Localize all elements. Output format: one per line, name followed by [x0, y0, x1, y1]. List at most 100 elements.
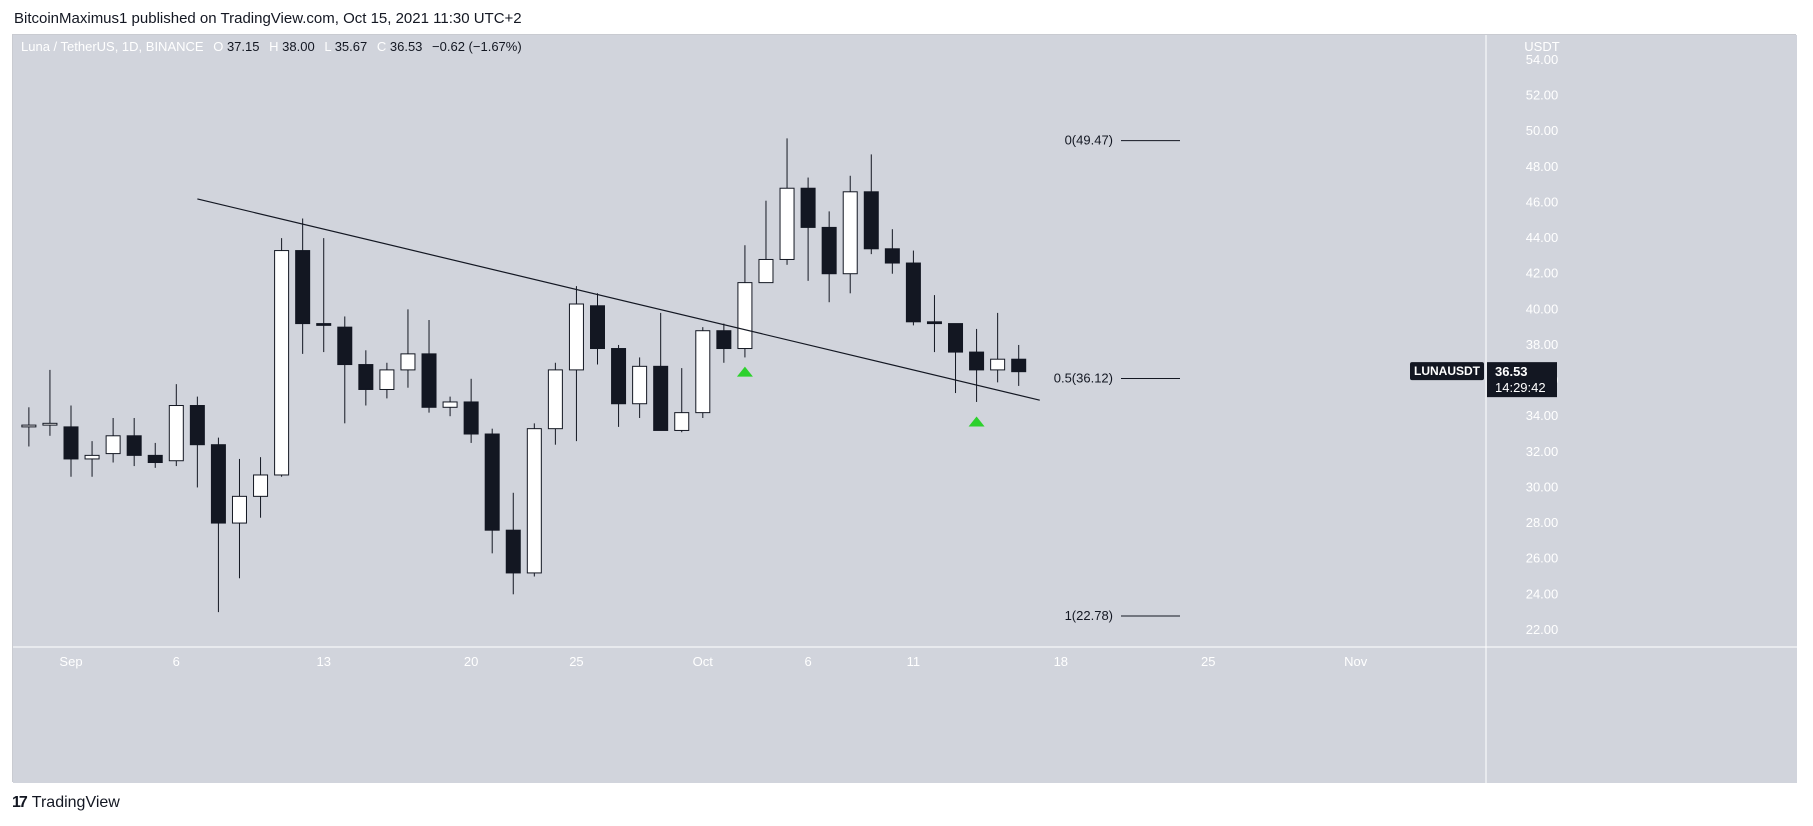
- candle: [189, 396, 205, 488]
- x-tick-label: 11: [907, 654, 921, 669]
- candle: [969, 328, 985, 402]
- bull-candle-body: [42, 422, 58, 426]
- bull-candle-body: [695, 330, 711, 414]
- x-tick-labels: Sep 6 13 20 25 Oct 6 11 18 25 Nov: [59, 654, 1367, 669]
- y-tick-label: 26.00: [1526, 551, 1559, 566]
- bear-candle-body: [210, 444, 226, 524]
- bear-candle-body: [716, 330, 732, 350]
- candle: [42, 369, 58, 436]
- candle: [253, 457, 269, 518]
- candle: [547, 362, 563, 445]
- bull-candle-body: [526, 428, 542, 574]
- candle: [526, 423, 542, 577]
- bull-candle-body: [274, 250, 290, 476]
- y-tick-label: 30.00: [1526, 479, 1559, 494]
- candle: [905, 250, 921, 326]
- bear-candle-body: [316, 323, 332, 326]
- y-tick-label: 54.00: [1526, 52, 1559, 67]
- candle: [863, 154, 879, 255]
- bear-candle-body: [905, 262, 921, 323]
- price-badge: LUNAUSDT 36.53 14:29:42: [1410, 362, 1557, 398]
- x-tick-label: 6: [804, 654, 811, 669]
- candle: [842, 175, 858, 294]
- candle: [337, 316, 353, 424]
- y-tick-label: 50.00: [1526, 123, 1559, 138]
- candle: [400, 309, 416, 388]
- bull-candle-body: [253, 474, 269, 497]
- bull-candle-body: [568, 303, 584, 371]
- bear-candle-body: [358, 364, 374, 390]
- y-tick-label: 24.00: [1526, 586, 1559, 601]
- candle: [105, 417, 121, 463]
- price-badge-value: 36.53: [1495, 364, 1528, 379]
- chart-frame[interactable]: USDT 54.00 52.00 50.00 48.00 46.00 44.00 42.00…: [12, 34, 1797, 783]
- bear-candle-body: [421, 353, 437, 408]
- candle: [800, 177, 816, 281]
- candle: [442, 396, 458, 417]
- candle: [779, 138, 795, 265]
- bull-candle-body: [84, 454, 100, 460]
- x-tick-label: 6: [173, 654, 180, 669]
- bear-candle-body: [126, 435, 142, 456]
- legend-change: −0.62 (−1.67%): [432, 39, 522, 54]
- x-tick-label: 25: [1201, 654, 1215, 669]
- bear-candle-body: [969, 351, 985, 371]
- legend-h-key: H: [269, 39, 278, 54]
- x-tick-label: 20: [464, 654, 478, 669]
- footer-brand: TradingView: [31, 794, 120, 811]
- y-tick-label: 44.00: [1526, 230, 1559, 245]
- fib-levels: 0(49.47) 0.5(36.12) 1(22.78): [1054, 133, 1180, 623]
- candle: [484, 428, 500, 554]
- trendline[interactable]: [197, 198, 1040, 401]
- y-tick-label: 42.00: [1526, 266, 1559, 281]
- candle: [590, 293, 605, 365]
- bull-candle-body: [779, 187, 795, 260]
- bear-candle-body: [884, 248, 900, 264]
- y-tick-label: 40.00: [1526, 301, 1559, 316]
- legend-h-val: 38.00: [282, 39, 315, 54]
- legend: Luna / TetherUS, 1D, BINANCE O 37.15 H 3…: [21, 39, 522, 54]
- candle: [231, 458, 247, 579]
- candle: [948, 323, 964, 394]
- candle: [168, 384, 184, 467]
- legend-c-key: C: [377, 39, 386, 54]
- bear-candle-body: [337, 326, 353, 366]
- candle: [568, 286, 584, 442]
- bull-candle-body: [674, 412, 690, 431]
- candle: [716, 323, 732, 363]
- candle: [758, 200, 774, 284]
- bear-candle-body: [653, 365, 669, 431]
- price-badge-countdown: 14:29:42: [1495, 380, 1546, 395]
- bull-candle-body: [231, 495, 247, 524]
- x-tick-label: Sep: [59, 654, 82, 669]
- candle: [695, 327, 711, 418]
- legend-c-val: 36.53: [390, 39, 423, 54]
- candle: [84, 441, 100, 477]
- candle: [990, 312, 1006, 383]
- x-tick-label: 18: [1054, 654, 1068, 669]
- legend-l-val: 35.67: [335, 39, 368, 54]
- bear-candle-body: [611, 348, 627, 405]
- candle: [653, 312, 669, 431]
- bear-candle-body: [948, 323, 964, 353]
- bear-candle-body: [800, 187, 816, 228]
- time-axis[interactable]: [13, 647, 1797, 783]
- x-tick-label: 25: [569, 654, 583, 669]
- y-tick-label: 22.00: [1526, 622, 1559, 637]
- candlestick-chart[interactable]: USDT 54.00 52.00 50.00 48.00 46.00 44.00 42.00…: [13, 35, 1797, 783]
- bear-candle-body: [147, 454, 163, 464]
- candle: [611, 344, 627, 427]
- bull-candle-body: [400, 353, 416, 371]
- bull-candle-body: [990, 358, 1006, 371]
- fib-level-label: 0.5(36.12): [1054, 370, 1113, 385]
- candle: [21, 407, 37, 447]
- candle: [63, 405, 79, 477]
- y-tick-label: 52.00: [1526, 88, 1559, 103]
- candle: [821, 211, 837, 303]
- bear-candle-body: [863, 191, 879, 250]
- bull-candle-body: [842, 191, 858, 275]
- bear-candle-body: [463, 401, 479, 435]
- bull-candle-body: [737, 282, 753, 350]
- price-axis[interactable]: [1486, 35, 1797, 647]
- candle: [674, 368, 690, 433]
